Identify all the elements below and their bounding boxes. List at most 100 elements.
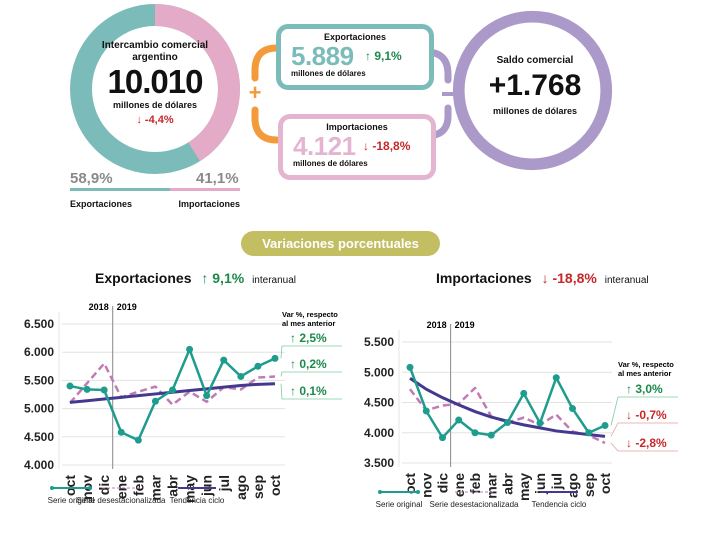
y-tick-label: 6.000: [24, 345, 54, 359]
x-tick-label: jun: [532, 473, 548, 495]
importaciones-box: Importaciones 4.121 millones de dólares …: [278, 114, 436, 180]
x-tick-label: ago: [233, 475, 249, 500]
legend-label: Serie original: [376, 500, 423, 509]
chart-title-suffix: interanual: [604, 275, 649, 286]
end-label-leader: [610, 396, 678, 426]
y-tick-label: 5.000: [364, 365, 394, 379]
data-point: [151, 397, 159, 405]
legend-label: Tendencia ciclo: [532, 500, 587, 509]
data-point: [536, 419, 544, 427]
year-label: 2018: [89, 302, 109, 312]
x-tick-label: ago: [565, 473, 581, 498]
end-label-leader: [610, 422, 678, 437]
y-tick-label: 5.500: [24, 373, 54, 387]
legend-label: Serie original: [48, 496, 95, 505]
intercambio-unit: millones de dólares: [112, 100, 198, 110]
donut-importaciones-segment: [70, 4, 240, 174]
chart-title-text: Exportaciones: [95, 270, 192, 286]
saldo-unit: millones de dólares: [492, 106, 578, 116]
data-point: [487, 431, 495, 439]
year-label: 2019: [455, 320, 475, 330]
data-point: [254, 362, 262, 370]
x-tick-label: oct: [597, 473, 613, 494]
saldo-title: Saldo comercial: [496, 55, 574, 66]
x-tick-label: jul: [548, 473, 564, 490]
annotation-title: Var %, respecto: [618, 360, 674, 369]
x-tick-label: abr: [500, 472, 516, 494]
data-point: [601, 421, 609, 429]
intercambio-value: 10.010: [107, 63, 204, 100]
exportaciones-chart: 4.000 4.500 5.000 5.500 6.000 6.500 2018 2019 oc…: [24, 302, 342, 505]
x-tick-label: nov: [418, 473, 434, 498]
chart-title-variation: 9,1%: [212, 270, 245, 286]
end-label: ↑ 2,5%: [290, 331, 327, 345]
intercambio-title-2: argentino: [132, 52, 178, 63]
intercambio-title-1: Intercambio comercial: [101, 40, 209, 51]
importaciones-box-title: Importaciones: [326, 122, 388, 132]
legend-dot: [416, 490, 420, 494]
exportaciones-variation: 9,1%: [374, 49, 402, 63]
x-tick-label: mar: [147, 474, 163, 500]
data-point: [504, 418, 511, 426]
legend-dot: [378, 490, 382, 494]
import-share-label: 41,1%: [196, 170, 239, 187]
arrow-down-icon: ↓: [363, 139, 369, 153]
data-point: [569, 405, 576, 413]
x-tick-label: mar: [483, 472, 499, 498]
data-point: [66, 382, 74, 390]
data-point: [237, 372, 245, 380]
data-point: [422, 407, 430, 415]
end-label-leader: [280, 371, 342, 377]
plus-bracket: [251, 44, 281, 144]
x-tick-label: may: [516, 473, 532, 501]
end-label-leader: [610, 442, 678, 452]
y-tick-label: 4.000: [24, 458, 54, 472]
data-point: [169, 386, 176, 394]
chart-title-text: Importaciones: [436, 270, 532, 286]
x-tick-label: sep: [250, 475, 266, 499]
arrow-down-icon: ↓: [136, 114, 142, 126]
x-tick-label: abr: [165, 474, 181, 496]
end-label-leader: [280, 345, 342, 359]
data-point: [83, 385, 91, 393]
share-bar: [70, 188, 240, 191]
x-tick-label: feb: [130, 475, 146, 496]
saldo-value: +1.768: [488, 69, 582, 102]
importaciones-value: 4.121: [293, 131, 356, 161]
share-bar-exportaciones: [70, 188, 171, 191]
data-point: [134, 436, 142, 444]
arrow-up-icon: ↑: [201, 270, 209, 286]
export-share-label: 58,9%: [70, 170, 113, 187]
exportaciones-unit: millones de dólares: [291, 69, 366, 78]
year-label: 2018: [427, 320, 447, 330]
end-label: ↑ 0,2%: [290, 357, 327, 371]
annotation-title: al mes anterior: [618, 369, 671, 378]
data-point: [585, 429, 593, 437]
share-bar-importaciones: [170, 188, 240, 191]
x-tick-label: jun: [199, 475, 215, 497]
year-label: 2019: [117, 302, 137, 312]
y-tick-label: 4.000: [364, 426, 394, 440]
annotation-title: Var %, respecto: [282, 310, 338, 319]
end-label: ↑ 0,1%: [290, 384, 327, 398]
data-point: [271, 354, 279, 362]
x-tick-label: sep: [581, 473, 597, 497]
series-line-serie-original: [69, 348, 276, 442]
chart-title-importaciones: Importaciones ↓ -18,8% interanual: [436, 270, 649, 286]
y-tick-label: 4.500: [364, 396, 394, 410]
y-tick-label: 5.000: [24, 402, 54, 416]
chart-title-variation: -18,8%: [552, 270, 597, 286]
data-point: [186, 345, 194, 353]
x-tick-label: dic: [435, 473, 451, 493]
y-tick-label: 3.500: [364, 456, 394, 470]
chart-title-suffix: interanual: [252, 275, 296, 286]
end-label: ↑ 3,0%: [626, 382, 663, 396]
legend-dot: [88, 486, 92, 490]
data-point: [455, 416, 463, 424]
intercambio-variation: -4,4%: [144, 114, 174, 126]
series-line-serie-desestacionalizada: [69, 362, 276, 406]
data-point: [552, 374, 560, 382]
x-tick-label: ene: [451, 473, 467, 497]
x-tick-label: oct: [267, 475, 283, 496]
